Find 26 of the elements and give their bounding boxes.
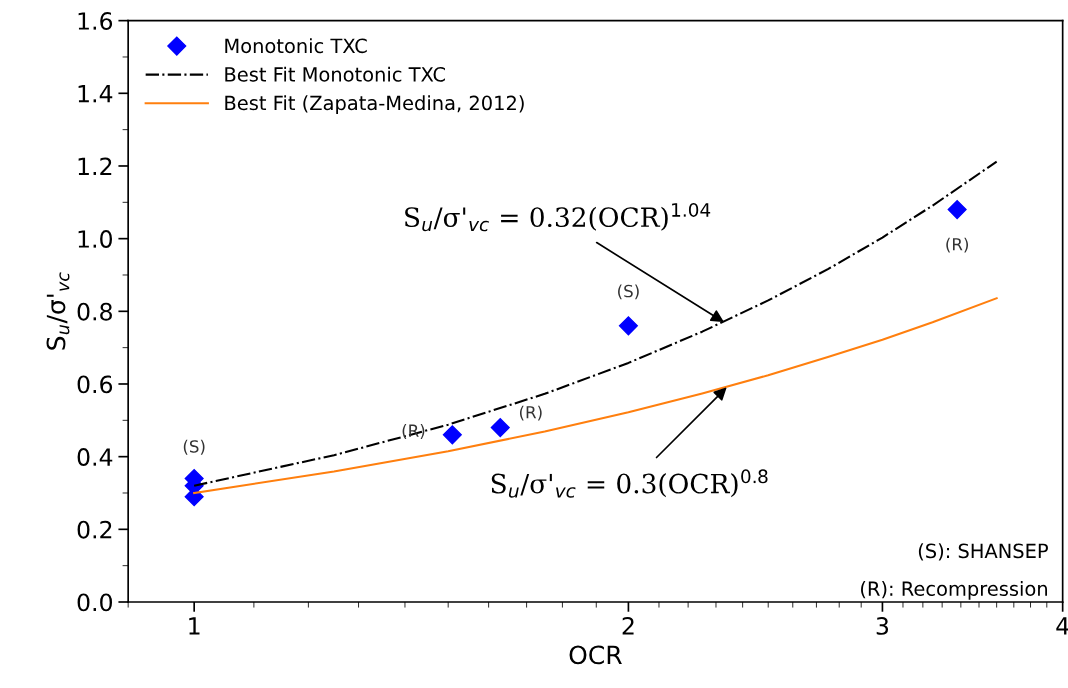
y-tick-label: 0.2 bbox=[77, 520, 112, 539]
annotation: (R): Recompression bbox=[861, 580, 1047, 600]
y-axis-title: S$_{u}$/σ'$_{vc}$ bbox=[46, 272, 70, 350]
annotation: S$_{u}$/σ'$_{vc}$ = 0.3(OCR)$^{0.8}$ bbox=[491, 469, 768, 498]
y-tick-label: 1.0 bbox=[78, 230, 113, 248]
x-tick-label: 3 bbox=[876, 617, 889, 635]
x-tick-label: 2 bbox=[622, 617, 634, 635]
x-tick-label: 4 bbox=[1056, 617, 1068, 635]
legend-label: Best Fit Monotonic TXC bbox=[225, 66, 445, 82]
legend-label: Monotonic TXC bbox=[225, 38, 367, 54]
annotation: S$_{u}$/σ'$_{vc}$ = 0.32(OCR)$^{1.04}$ bbox=[405, 202, 711, 232]
y-tick-label: 1.2 bbox=[78, 157, 112, 175]
x-tick-label: 1 bbox=[189, 617, 200, 635]
annotation: (R) bbox=[946, 237, 969, 253]
y-tick-label: 1.4 bbox=[78, 85, 113, 103]
y-tick-label: 0.0 bbox=[77, 593, 113, 612]
y-tick-label: 0.4 bbox=[77, 448, 113, 466]
x-axis-title: OCR bbox=[569, 645, 622, 665]
y-tick-label: 0.6 bbox=[77, 375, 113, 394]
annotation: (R) bbox=[519, 405, 542, 421]
y-tick-label: 0.8 bbox=[77, 302, 112, 321]
y-tick-label: 1.6 bbox=[78, 12, 113, 30]
annotation: (S) bbox=[183, 439, 205, 455]
annotation: (S) bbox=[618, 284, 639, 300]
legend-label: Best Fit (Zapata-Medina, 2012) bbox=[225, 95, 524, 115]
annotation: (S): SHANSEP bbox=[918, 543, 1048, 561]
